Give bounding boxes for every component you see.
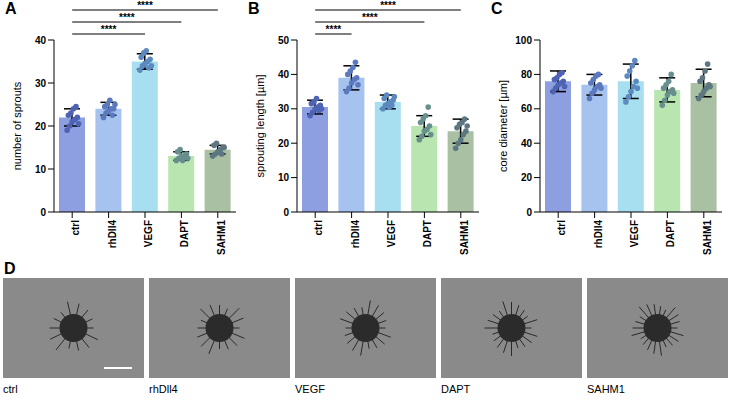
svg-text:****: **** — [362, 12, 378, 23]
svg-text:SAHM1: SAHM1 — [216, 220, 227, 255]
html-text:ctrl: ctrl — [3, 383, 18, 395]
svg-text:****: **** — [101, 24, 117, 35]
svg-text:VEGF: VEGF — [629, 220, 640, 247]
html-text:VEGF: VEGF — [295, 383, 325, 395]
svg-text:10: 10 — [35, 164, 47, 175]
svg-text:40: 40 — [35, 35, 47, 46]
svg-text:40: 40 — [521, 138, 533, 149]
svg-text:number of sprouts: number of sprouts — [11, 81, 23, 170]
svg-text:ctrl: ctrl — [556, 220, 567, 236]
svg-text:0: 0 — [283, 207, 289, 218]
svg-text:SAHM1: SAHM1 — [459, 220, 470, 255]
svg-text:10: 10 — [278, 172, 290, 183]
svg-text:20: 20 — [521, 172, 533, 183]
svg-text:****: **** — [380, 0, 396, 11]
svg-text:0: 0 — [40, 207, 46, 218]
svg-text:40: 40 — [278, 69, 290, 80]
svg-text:50: 50 — [278, 35, 290, 46]
html-text:B: B — [248, 0, 260, 17]
html-text:DAPT: DAPT — [441, 383, 471, 395]
svg-text:SAHM1: SAHM1 — [702, 220, 713, 255]
svg-text:VEGF: VEGF — [386, 220, 397, 247]
svg-text:30: 30 — [278, 103, 290, 114]
svg-text:****: **** — [326, 24, 342, 35]
svg-text:sprouting length [µm]: sprouting length [µm] — [254, 75, 266, 178]
html-text:D: D — [4, 260, 16, 277]
svg-text:0: 0 — [526, 207, 532, 218]
html-text:rhDll4: rhDll4 — [149, 383, 178, 395]
svg-text:80: 80 — [521, 69, 533, 80]
svg-text:100: 100 — [515, 35, 532, 46]
svg-text:rhDll4: rhDll4 — [350, 220, 361, 249]
svg-text:DAPT: DAPT — [423, 220, 434, 247]
html-text:C: C — [491, 0, 503, 17]
svg-text:ctrl: ctrl — [70, 220, 81, 236]
html-text:A: A — [5, 0, 17, 17]
svg-text:DAPT: DAPT — [666, 220, 677, 247]
svg-text:60: 60 — [521, 103, 533, 114]
svg-text:20: 20 — [35, 121, 47, 132]
svg-text:ctrl: ctrl — [313, 220, 324, 236]
svg-text:VEGF: VEGF — [143, 220, 154, 247]
svg-text:****: **** — [137, 0, 153, 11]
svg-text:rhDll4: rhDll4 — [107, 220, 118, 249]
svg-text:DAPT: DAPT — [180, 220, 191, 247]
svg-text:30: 30 — [35, 78, 47, 89]
svg-text:****: **** — [119, 12, 135, 23]
svg-text:20: 20 — [278, 138, 290, 149]
svg-text:rhDll4: rhDll4 — [593, 220, 604, 249]
html-text:SAHM1: SAHM1 — [587, 383, 625, 395]
svg-text:core diameter [µm]: core diameter [µm] — [497, 80, 509, 172]
